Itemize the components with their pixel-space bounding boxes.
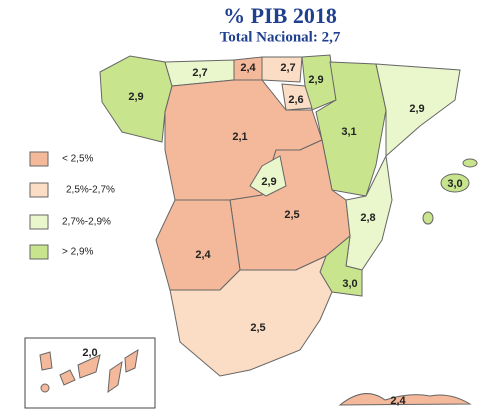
legend-swatch (29, 244, 49, 260)
legend-label: > 2,9% (62, 247, 94, 258)
region-label: 2,8 (360, 212, 375, 224)
region-label: 2,0 (82, 347, 97, 359)
ceuta-melilla (338, 393, 472, 406)
region-label: 2,7 (192, 67, 207, 79)
madrid (249, 155, 287, 197)
region-label: 3,0 (447, 178, 462, 190)
region-labels: 2,9 2,7 2,4 2,7 2,9 2,6 3,1 2,9 2,1 2,5 … (82, 62, 462, 407)
region-label: 2,6 (288, 94, 303, 106)
region-label: 2,4 (240, 62, 256, 74)
la-rioja (281, 83, 313, 111)
andalucia (169, 255, 333, 377)
regions (24, 54, 478, 409)
legend-label: 2,5%-2,7% (66, 185, 115, 196)
region-label: 2,9 (409, 103, 424, 115)
legend-label: < 2,5% (62, 154, 94, 165)
legend-swatch (29, 151, 49, 167)
region-label: 2,9 (128, 91, 143, 103)
canarias (39, 348, 139, 394)
legend-swatch (29, 182, 49, 198)
pais-vasco (261, 56, 303, 83)
region-label: 2,7 (280, 62, 295, 74)
region-label: 2,9 (308, 74, 323, 86)
title: % PIB 2018 (223, 3, 337, 28)
canarias-box (24, 337, 156, 409)
cataluna (375, 63, 461, 158)
region-label: 2,4 (390, 395, 406, 407)
region-label: 3,1 (341, 126, 356, 138)
legend-label: 2,7%-2,9% (62, 217, 111, 228)
region-label: 2,1 (232, 131, 247, 143)
subtitle: Total Nacional: 2,7 (220, 29, 341, 45)
legend-swatch (29, 214, 49, 230)
legend: < 2,5% 2,5%-2,7% 2,7%-2,9% > 2,9% (29, 151, 115, 260)
region-label: 2,5 (250, 322, 265, 334)
extremadura (155, 199, 241, 291)
baleares (422, 158, 478, 225)
region-label: 2,5 (284, 209, 299, 221)
navarra (301, 54, 337, 111)
region-label: 2,9 (261, 176, 276, 188)
region-label: 2,4 (195, 249, 211, 261)
region-label: 3,0 (342, 278, 357, 290)
